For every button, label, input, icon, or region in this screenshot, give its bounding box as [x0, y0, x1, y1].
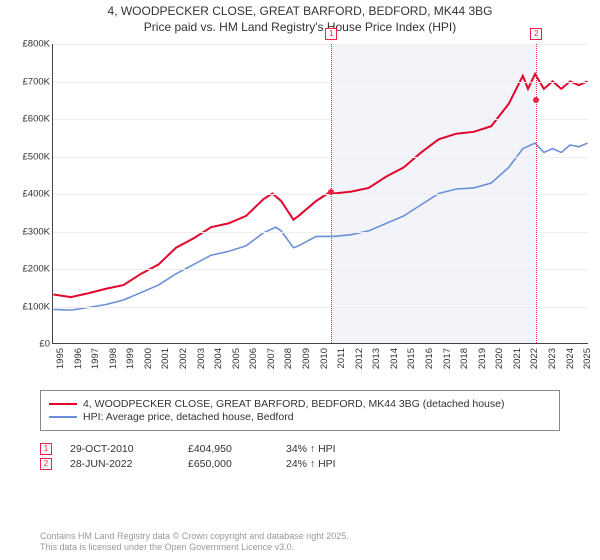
gridline [53, 119, 588, 120]
event-row-delta: 24% ↑ HPI [286, 458, 336, 470]
gridline [53, 82, 588, 83]
x-tick-label: 2000 [143, 348, 161, 369]
x-tick-label: 1999 [125, 348, 143, 369]
title-address: 4, WOODPECKER CLOSE, GREAT BARFORD, BEDF… [0, 4, 600, 20]
x-tick-label: 2019 [477, 348, 495, 369]
x-tick-label: 2001 [160, 348, 178, 369]
y-tick-label: £200K [18, 264, 52, 275]
event-row-price: £404,950 [188, 443, 268, 455]
title-block: 4, WOODPECKER CLOSE, GREAT BARFORD, BEDF… [0, 0, 600, 35]
x-tick-label: 2013 [371, 348, 389, 369]
legend-swatch [49, 403, 77, 405]
gridline [53, 269, 588, 270]
x-tick-label: 2007 [266, 348, 284, 369]
legend: 4, WOODPECKER CLOSE, GREAT BARFORD, BEDF… [40, 390, 560, 431]
y-tick-label: £400K [18, 189, 52, 200]
footer-attribution: Contains HM Land Registry data © Crown c… [40, 531, 349, 554]
event-row: 2 28-JUN-2022 £650,000 24% ↑ HPI [40, 458, 560, 470]
x-tick-label: 1998 [108, 348, 126, 369]
x-tick-label: 2012 [354, 348, 372, 369]
gridline [53, 307, 588, 308]
x-tick-label: 2021 [512, 348, 530, 369]
x-tick-label: 2024 [565, 348, 583, 369]
x-tick-label: 2014 [389, 348, 407, 369]
y-tick-label: £800K [18, 39, 52, 50]
title-subtitle: Price paid vs. HM Land Registry's House … [0, 20, 600, 36]
footer-line-1: Contains HM Land Registry data © Crown c… [40, 531, 349, 543]
gridline [53, 44, 588, 45]
footer-line-2: This data is licensed under the Open Gov… [40, 542, 349, 554]
x-tick-label: 2004 [213, 348, 231, 369]
x-tick-label: 2006 [248, 348, 266, 369]
x-tick-label: 2010 [319, 348, 337, 369]
event-marker-1: 1 [325, 28, 337, 40]
x-tick-label: 1995 [55, 348, 73, 369]
x-tick-label: 2020 [494, 348, 512, 369]
x-tick-label: 2015 [406, 348, 424, 369]
series-hpi [53, 143, 587, 310]
event-row-marker: 2 [40, 458, 52, 470]
event-marker-2: 2 [530, 28, 542, 40]
x-tick-label: 2023 [547, 348, 565, 369]
event-row-date: 29-OCT-2010 [70, 443, 170, 455]
x-tick-label: 2018 [459, 348, 477, 369]
event-row: 1 29-OCT-2010 £404,950 34% ↑ HPI [40, 443, 560, 455]
y-tick-label: £500K [18, 151, 52, 162]
x-tick-label: 2008 [283, 348, 301, 369]
event-dot [328, 189, 334, 195]
event-row-date: 28-JUN-2022 [70, 458, 170, 470]
chart-area: £0£100K£200K£300K£400K£500K£600K£700K£80… [18, 44, 588, 364]
x-tick-label: 2011 [336, 348, 354, 368]
x-tick-label: 2002 [178, 348, 196, 369]
legend-row: 4, WOODPECKER CLOSE, GREAT BARFORD, BEDF… [49, 398, 551, 410]
x-tick-label: 1997 [90, 348, 108, 369]
y-tick-label: £100K [18, 301, 52, 312]
x-tick-label: 2017 [442, 348, 460, 369]
event-vline [536, 44, 537, 343]
x-tick-label: 2016 [424, 348, 442, 369]
event-dot [533, 97, 539, 103]
x-tick-label: 2025 [582, 348, 600, 369]
legend-row: HPI: Average price, detached house, Bedf… [49, 411, 551, 423]
event-row-price: £650,000 [188, 458, 268, 470]
y-tick-label: £0 [18, 339, 52, 350]
x-tick-label: 2003 [196, 348, 214, 369]
x-tick-label: 1996 [73, 348, 91, 369]
y-tick-label: £700K [18, 76, 52, 87]
chart-container: 4, WOODPECKER CLOSE, GREAT BARFORD, BEDF… [0, 0, 600, 560]
plot-region: 12 [52, 44, 588, 344]
series-address_price [53, 74, 587, 297]
gridline [53, 232, 588, 233]
event-row-delta: 34% ↑ HPI [286, 443, 336, 455]
y-tick-label: £600K [18, 114, 52, 125]
legend-swatch [49, 416, 77, 418]
x-tick-label: 2022 [529, 348, 547, 369]
gridline [53, 194, 588, 195]
legend-label: HPI: Average price, detached house, Bedf… [83, 411, 294, 423]
gridline [53, 157, 588, 158]
y-tick-label: £300K [18, 226, 52, 237]
x-tick-label: 2009 [301, 348, 319, 369]
legend-label: 4, WOODPECKER CLOSE, GREAT BARFORD, BEDF… [83, 398, 505, 410]
event-table: 1 29-OCT-2010 £404,950 34% ↑ HPI 2 28-JUN-202… [40, 440, 560, 473]
x-tick-label: 2005 [231, 348, 249, 369]
event-row-marker: 1 [40, 443, 52, 455]
